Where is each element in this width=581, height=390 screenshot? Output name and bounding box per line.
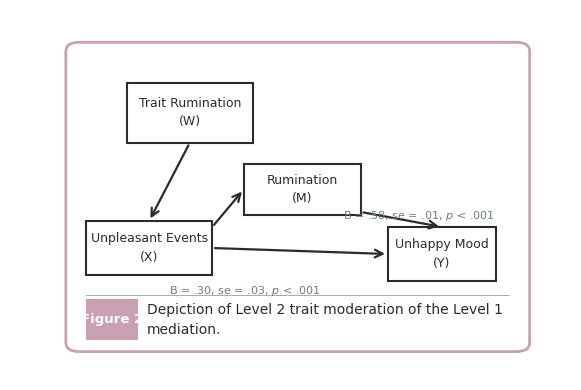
Text: Trait Rumination: Trait Rumination [138, 98, 241, 110]
Text: mediation.: mediation. [147, 323, 221, 337]
Text: (X): (X) [140, 250, 159, 264]
FancyBboxPatch shape [66, 42, 530, 352]
Text: Unhappy Mood: Unhappy Mood [395, 239, 489, 252]
FancyBboxPatch shape [86, 221, 212, 275]
Text: Unpleasant Events: Unpleasant Events [91, 232, 208, 245]
FancyBboxPatch shape [388, 227, 496, 281]
Text: (Y): (Y) [433, 257, 450, 269]
Text: (W): (W) [178, 115, 201, 128]
Text: Rumination: Rumination [267, 174, 338, 187]
FancyBboxPatch shape [244, 164, 361, 215]
FancyBboxPatch shape [86, 299, 138, 340]
Text: (M): (M) [292, 192, 313, 205]
Text: Figure 2: Figure 2 [81, 313, 144, 326]
Text: B = .30, se = .03, $p$ < .001: B = .30, se = .03, $p$ < .001 [170, 284, 321, 298]
Text: Depiction of Level 2 trait moderation of the Level 1: Depiction of Level 2 trait moderation of… [147, 303, 503, 317]
FancyBboxPatch shape [127, 83, 253, 143]
Text: B = .58, se = .01, $p$ < .001: B = .58, se = .01, $p$ < .001 [343, 209, 494, 223]
